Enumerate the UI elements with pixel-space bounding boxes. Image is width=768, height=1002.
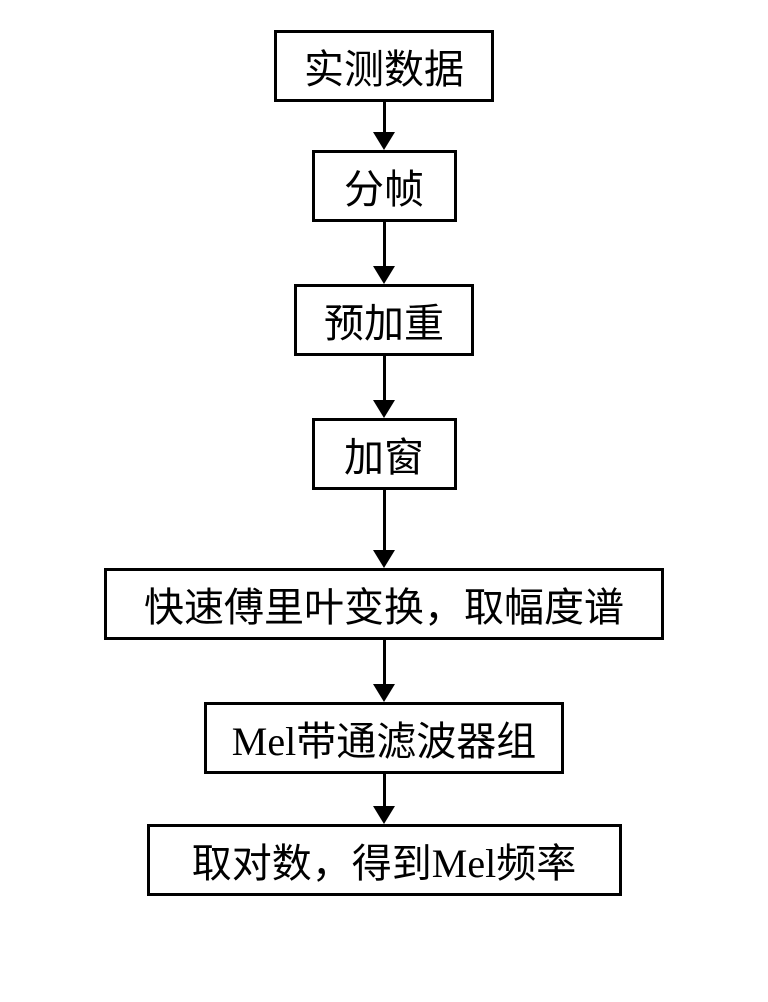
arrow-line <box>383 490 386 550</box>
flowchart-node-n1: 实测数据 <box>274 30 494 102</box>
arrow-line <box>383 102 386 132</box>
flowchart-node-n3: 预加重 <box>294 284 474 356</box>
flowchart-arrow <box>373 640 395 702</box>
arrow-line <box>383 774 386 806</box>
flowchart-arrow <box>373 356 395 418</box>
flowchart-arrow <box>373 222 395 284</box>
arrow-line <box>383 640 386 684</box>
arrow-line <box>383 222 386 266</box>
arrow-head-icon <box>373 400 395 418</box>
flowchart-node-n7: 取对数，得到Mel频率 <box>147 824 622 896</box>
flowchart-container: 实测数据分帧预加重加窗快速傅里叶变换，取幅度谱 Mel带通滤波器组取对数，得到Me… <box>104 30 664 896</box>
flowchart-arrow <box>373 102 395 150</box>
flowchart-node-n6: Mel带通滤波器组 <box>204 702 564 774</box>
arrow-head-icon <box>373 684 395 702</box>
arrow-head-icon <box>373 132 395 150</box>
flowchart-arrow <box>373 490 395 568</box>
flowchart-node-n5: 快速傅里叶变换，取幅度谱 <box>104 568 664 640</box>
flowchart-node-n2: 分帧 <box>312 150 457 222</box>
arrow-head-icon <box>373 266 395 284</box>
arrow-head-icon <box>373 550 395 568</box>
flowchart-arrow <box>373 774 395 824</box>
arrow-head-icon <box>373 806 395 824</box>
flowchart-node-n4: 加窗 <box>312 418 457 490</box>
arrow-line <box>383 356 386 400</box>
